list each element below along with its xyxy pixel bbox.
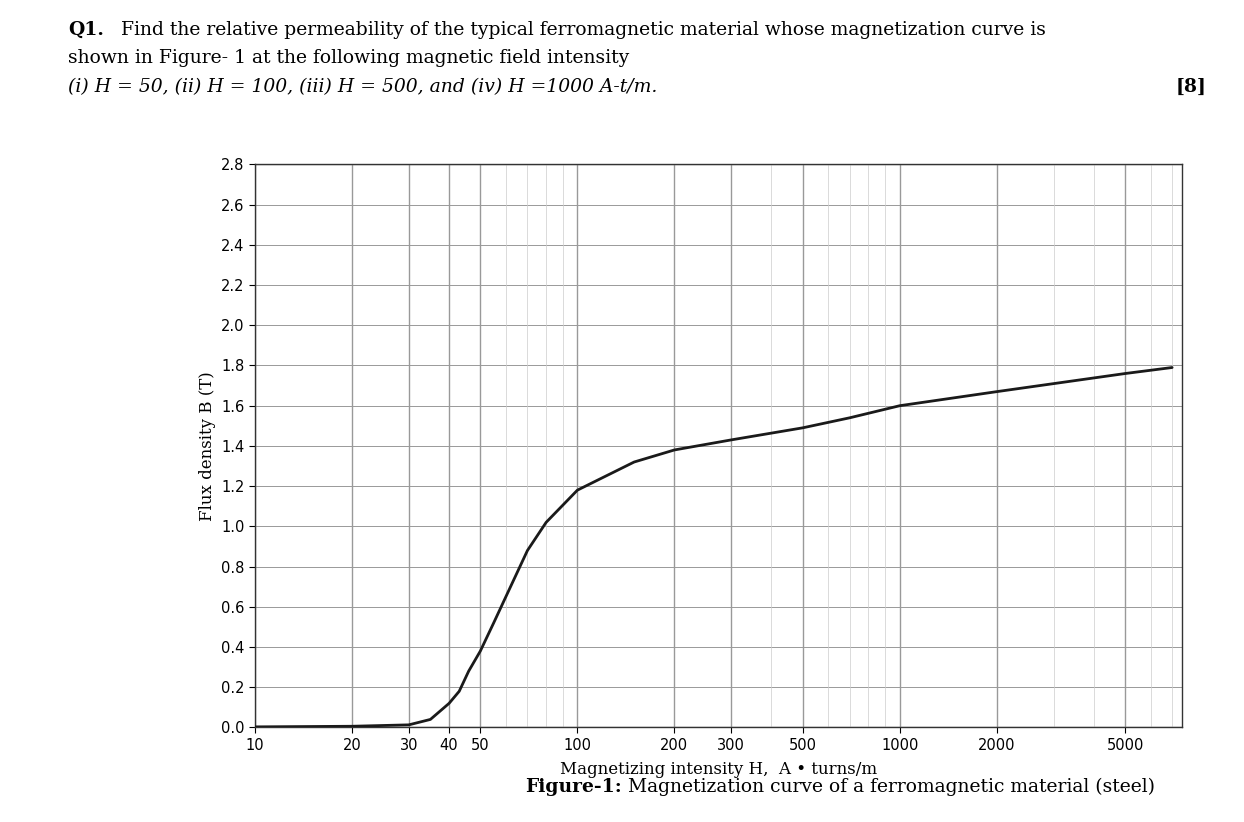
Text: Figure-1:: Figure-1: (525, 778, 622, 796)
Text: shown in Figure- 1 at the following magnetic field intensity: shown in Figure- 1 at the following magn… (68, 49, 629, 67)
X-axis label: Magnetizing intensity H,  A • turns/m: Magnetizing intensity H, A • turns/m (560, 761, 877, 778)
Text: [8]: [8] (1176, 78, 1207, 96)
Text: (i) H = 50, (ii) H = 100, (iii) H = 500, and (iv) H =1000 A-t/m.: (i) H = 50, (ii) H = 100, (iii) H = 500,… (68, 78, 658, 96)
Text: Magnetization curve of a ferromagnetic material (steel): Magnetization curve of a ferromagnetic m… (622, 778, 1154, 796)
Y-axis label: Flux density B (T): Flux density B (T) (199, 371, 215, 521)
Text: Q1.: Q1. (68, 21, 104, 39)
Text: Find the relative permeability of the typical ferromagnetic material whose magne: Find the relative permeability of the ty… (109, 21, 1046, 39)
